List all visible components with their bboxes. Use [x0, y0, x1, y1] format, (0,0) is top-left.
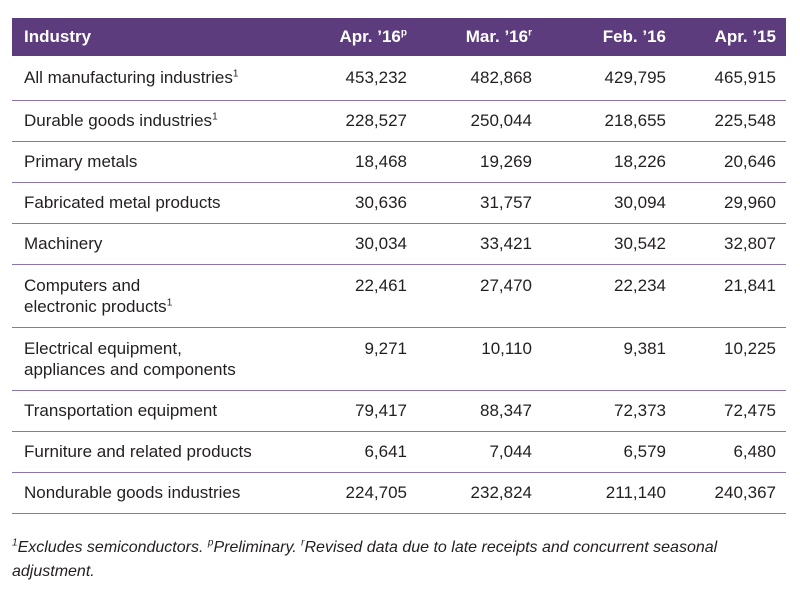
value-cell: 465,915 — [676, 56, 786, 101]
footnote-text-2: Preliminary. — [213, 539, 302, 556]
header-period-2: Mar. ’16r — [417, 18, 542, 56]
industry-cell: Machinery — [12, 223, 302, 265]
value-cell: 20,646 — [676, 141, 786, 183]
footnote-sup-r: r — [301, 537, 305, 549]
value-cell: 30,636 — [302, 182, 417, 224]
industry-cell: Nondurable goods industries — [12, 472, 302, 514]
value-cell: 30,094 — [542, 182, 676, 224]
industry-name: Nondurable goods industries — [24, 482, 241, 502]
table-row: Primary metals 18,468 19,269 18,226 20,646 — [12, 141, 786, 183]
value-cell: 453,232 — [302, 56, 417, 101]
header-superscript: r — [528, 27, 532, 39]
header-period-4: Apr. ’15 — [676, 18, 786, 56]
value-cell: 10,225 — [676, 327, 786, 391]
footnote: 1Excludes semiconductors. pPreliminary. … — [12, 536, 782, 584]
industry-cell: Computers and electronic products1 — [12, 264, 302, 328]
footnote-sup-1: 1 — [12, 537, 18, 549]
table-row: Furniture and related products 6,641 7,044… — [12, 431, 786, 473]
table-row: Transportation equipment 79,417 88,347 72,3… — [12, 390, 786, 432]
value-cell: 224,705 — [302, 472, 417, 514]
value-cell: 18,468 — [302, 141, 417, 183]
value-cell: 18,226 — [542, 141, 676, 183]
header-period-3: Feb. ’16 — [542, 18, 676, 56]
value-cell: 21,841 — [676, 264, 786, 328]
header-label: Industry — [24, 27, 92, 46]
value-cell: 72,475 — [676, 390, 786, 432]
value-cell: 22,234 — [542, 264, 676, 328]
value-cell: 7,044 — [417, 431, 542, 473]
industry-cell: Transportation equipment — [12, 390, 302, 432]
industry-name: Durable goods industries — [24, 110, 213, 130]
industry-name: Electrical equipment, — [24, 338, 182, 358]
value-cell: 6,579 — [542, 431, 676, 473]
industry-cell: Electrical equipment, appliances and comp… — [12, 327, 302, 391]
value-cell: 6,480 — [676, 431, 786, 473]
value-cell: 29,960 — [676, 182, 786, 224]
table-row: Machinery 30,034 33,421 30,542 32,807 — [12, 223, 786, 265]
header-label: Apr. ’16 — [339, 27, 401, 46]
footnote-sup-p: p — [207, 537, 214, 549]
table-row: Fabricated metal products 30,636 31,757 30,… — [12, 182, 786, 224]
table-body: All manufacturing industries1 453,232 482,… — [12, 56, 786, 514]
value-cell: 232,824 — [417, 472, 542, 514]
value-cell: 218,655 — [542, 100, 676, 142]
industry-name: Furniture and related products — [24, 441, 252, 461]
industry-name-continued: electronic products — [24, 296, 167, 316]
value-cell: 19,269 — [417, 141, 542, 183]
value-cell: 88,347 — [417, 390, 542, 432]
value-cell: 9,381 — [542, 327, 676, 391]
shipments-table: Industry Apr. ’16p Mar. ’16r Feb. ’16 Apr. ’… — [12, 18, 786, 514]
header-label: Mar. ’16 — [465, 27, 529, 46]
value-cell: 6,641 — [302, 431, 417, 473]
industry-name: All manufacturing industries — [24, 68, 233, 87]
industry-name: Computers and — [24, 275, 141, 295]
industry-name: Transportation equipment — [24, 400, 218, 420]
industry-name-continued: appliances and components — [24, 359, 236, 379]
value-cell: 79,417 — [302, 390, 417, 432]
value-cell: 225,548 — [676, 100, 786, 142]
value-cell: 10,110 — [417, 327, 542, 391]
footnote-text-1: Excludes semiconductors. — [17, 539, 208, 556]
footnote-marker: 1 — [212, 110, 218, 122]
value-cell: 22,461 — [302, 264, 417, 328]
footnote-text-3: Revised data due to late receipts and co… — [12, 539, 718, 580]
value-cell: 31,757 — [417, 182, 542, 224]
value-cell: 32,807 — [676, 223, 786, 265]
value-cell: 72,373 — [542, 390, 676, 432]
footnote-marker: 1 — [166, 296, 173, 308]
industry-name: Machinery — [24, 233, 103, 253]
value-cell: 33,421 — [417, 223, 542, 265]
industry-cell: All manufacturing industries1 — [12, 56, 302, 101]
value-cell: 429,795 — [542, 56, 676, 101]
header-industry: Industry — [12, 18, 302, 56]
value-cell: 482,868 — [417, 56, 542, 101]
value-cell: 211,140 — [542, 472, 676, 514]
header-period-1: Apr. ’16p — [302, 18, 417, 56]
value-cell: 240,367 — [676, 472, 786, 514]
table-row: Nondurable goods industries 224,705 232,82… — [12, 472, 786, 514]
table-header-row: Industry Apr. ’16p Mar. ’16r Feb. ’16 Apr. ’… — [12, 18, 786, 56]
value-cell: 228,527 — [302, 100, 417, 142]
value-cell: 9,271 — [302, 327, 417, 391]
industry-cell: Durable goods industries1 — [12, 100, 302, 142]
table-row: Electrical equipment, appliances and comp… — [12, 327, 786, 391]
footnote-marker: 1 — [232, 68, 239, 80]
table-row: Durable goods industries1 228,527 250,044 2… — [12, 100, 786, 142]
shipments-table-container: Industry Apr. ’16p Mar. ’16r Feb. ’16 Apr. ’… — [12, 18, 786, 514]
table-row: Computers and electronic products1 22,461 2… — [12, 264, 786, 328]
industry-cell: Furniture and related products — [12, 431, 302, 473]
value-cell: 30,542 — [542, 223, 676, 265]
industry-name: Fabricated metal products — [24, 192, 221, 212]
industry-name: Primary metals — [24, 151, 138, 171]
industry-cell: Primary metals — [12, 141, 302, 183]
header-superscript: p — [400, 27, 407, 39]
header-label: Apr. ’15 — [714, 27, 776, 46]
value-cell: 250,044 — [417, 100, 542, 142]
industry-cell: Fabricated metal products — [12, 182, 302, 224]
value-cell: 27,470 — [417, 264, 542, 328]
table-row: All manufacturing industries1 453,232 482,… — [12, 56, 786, 101]
header-label: Feb. ’16 — [602, 27, 666, 46]
value-cell: 30,034 — [302, 223, 417, 265]
